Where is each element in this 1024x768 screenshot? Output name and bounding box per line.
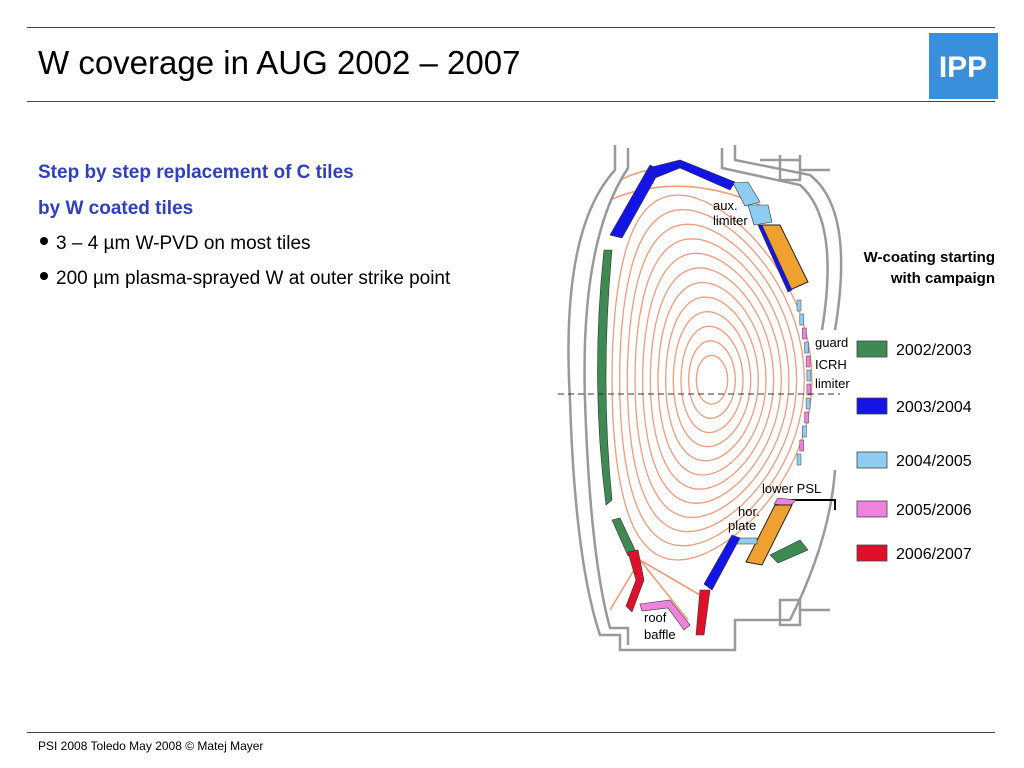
inner-divertor-red	[625, 549, 645, 613]
label-aux-limiter: limiter	[713, 213, 748, 228]
slide-title: W coverage in AUG 2002 – 2007	[38, 44, 521, 81]
aux-limiter	[747, 204, 809, 293]
flux-surface	[634, 238, 790, 519]
vessel-outer-wall	[567, 145, 843, 652]
icrh-tile	[799, 439, 805, 452]
campaign-legend: W-coating starting with campaign 2002/20…	[856, 249, 995, 563]
legend-swatch	[856, 397, 888, 415]
icrh-tile	[799, 313, 805, 326]
outer-port-top	[760, 155, 830, 182]
bullet-text-1: 3 – 4 µm W-PVD on most tiles	[56, 233, 311, 254]
flux-surface	[657, 281, 767, 476]
label-aux: aux.	[713, 198, 738, 213]
legend-heading-1: W-coating starting	[864, 249, 995, 266]
legend-label: 2002/2003	[896, 342, 972, 359]
flux-surface	[672, 311, 752, 448]
outer-divertor-red	[695, 589, 711, 636]
outer-divertor-blue	[703, 534, 741, 591]
label-hor: hor.	[738, 504, 760, 519]
inner-tiles-green	[597, 249, 613, 506]
label-lower-psl: lower PSL	[762, 481, 821, 496]
ipp-logo: IPP	[929, 33, 998, 99]
bullet-item-2: 200 µm plasma-sprayed W at outer strike …	[40, 268, 450, 290]
bullet-dot	[40, 236, 48, 245]
flux-surface	[680, 325, 744, 434]
legend-label: 2005/2006	[896, 502, 972, 519]
flux-surface	[649, 267, 775, 490]
flux-surface	[642, 252, 782, 504]
icrh-tile	[804, 341, 809, 354]
upper-divertor-lightblue	[732, 181, 761, 207]
legend-swatch	[856, 500, 888, 518]
icrh-tile	[806, 383, 812, 396]
legend-label: 2003/2004	[896, 399, 972, 416]
flux-surface	[619, 208, 805, 547]
icrh-limiter-tiles	[796, 299, 812, 466]
flux-surface	[665, 296, 759, 462]
footer-text: PSI 2008 Toledo May 2008 © Matej Mayer	[38, 739, 264, 753]
upper-divertor-top	[647, 159, 736, 191]
outer-port-bottom	[778, 598, 830, 627]
legend-label: 2004/2005	[896, 453, 972, 470]
label-guard: guard	[815, 335, 848, 350]
heading-line-1: Step by step replacement of C tiles	[38, 162, 354, 183]
bullet-dot	[40, 271, 48, 280]
inner-heat-shield	[597, 249, 637, 557]
diagram-labels: aux. limiter guard ICRH limiter lower PS…	[644, 198, 850, 642]
psl-line	[780, 499, 836, 510]
inner-divertor	[625, 549, 691, 631]
legend-label: 2006/2007	[896, 546, 972, 563]
label-icrh: ICRH	[815, 357, 847, 372]
icrh-tile	[805, 355, 811, 368]
lower-divertor	[695, 497, 836, 636]
title-rule-top	[27, 27, 995, 28]
title-rule-bottom	[27, 101, 995, 102]
label-icrh-limiter: limiter	[815, 376, 850, 391]
legend-swatch	[856, 451, 888, 469]
label-roof: roof	[644, 610, 667, 625]
legend-swatch	[856, 340, 888, 358]
flux-surface	[626, 223, 798, 533]
roof-baffle-pink	[639, 599, 691, 631]
aux-limiter-blue-edge	[757, 224, 793, 293]
icrh-tile	[804, 411, 809, 424]
dome-green	[769, 539, 809, 564]
bullet-item-1: 3 – 4 µm W-PVD on most tiles	[40, 233, 311, 255]
icrh-tile	[802, 425, 807, 438]
label-roof-baffle: baffle	[644, 627, 676, 642]
legend-swatch	[856, 544, 888, 562]
flux-surface	[695, 354, 729, 405]
aux-limiter-tile	[747, 204, 773, 226]
flux-surfaces	[611, 194, 813, 561]
bullet-text-2: 200 µm plasma-sprayed W at outer strike …	[56, 268, 451, 289]
legend-items: 2002/2003 2003/2004 2004/2005 2005/2006 2006…	[856, 340, 972, 563]
flux-surface	[688, 340, 736, 419]
icrh-tile	[796, 299, 802, 312]
label-hor-plate: plate	[728, 518, 756, 533]
icrh-tile	[802, 327, 807, 340]
upper-divertor	[609, 159, 761, 239]
logo-text: IPP	[939, 51, 987, 84]
heading-line-2: by W coated tiles	[38, 198, 194, 219]
icrh-tile	[806, 369, 812, 382]
vessel-wall	[567, 145, 843, 652]
icrh-tile	[796, 453, 802, 466]
footer-rule	[27, 732, 995, 733]
icrh-tile	[805, 397, 811, 410]
legend-heading-2: with campaign	[890, 270, 995, 287]
vessel-inner-wall	[583, 148, 829, 645]
